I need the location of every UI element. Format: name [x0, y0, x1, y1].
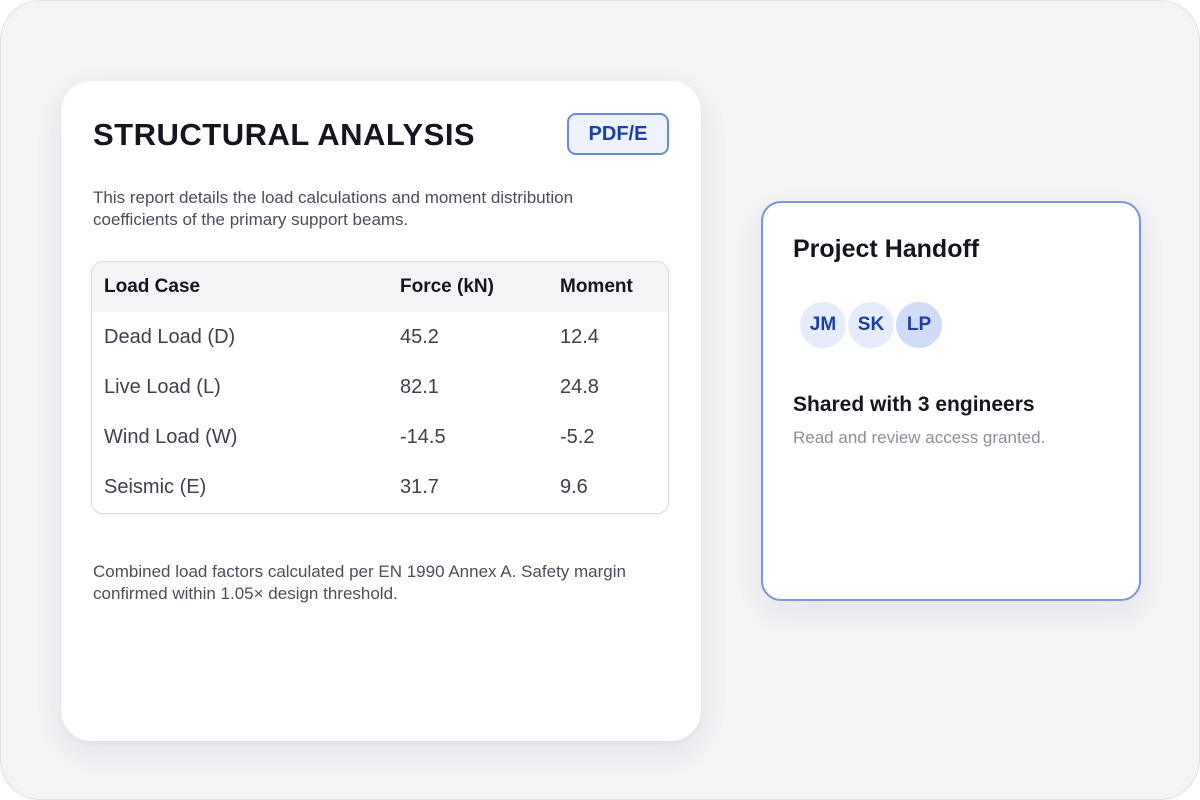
report-footer-note: Combined load factors calculated per EN … — [93, 562, 626, 603]
force-cell: 31.7 — [400, 475, 439, 498]
share-subtext: Read and review access granted. — [793, 428, 1046, 447]
column-header-moment: Moment — [548, 262, 668, 312]
load-case-cell: Dead Load (D) — [104, 325, 236, 348]
load-table: Load Case Force (kN) Moment Dead Load (D… — [91, 261, 669, 514]
report-title: STRUCTURAL ANALYSIS — [93, 117, 476, 152]
report-description: This report details the load calculation… — [93, 188, 574, 229]
force-cell: -14.5 — [400, 425, 446, 448]
handoff-title: Project Handoff — [793, 235, 980, 263]
force-cell: 82.1 — [400, 375, 439, 398]
project-handoff-card[interactable]: Project Handoff JM SK LP Shared with 3 e… — [761, 201, 1141, 601]
share-heading: Shared with 3 engineers — [793, 393, 1035, 416]
column-header-force: Force (kN) — [388, 262, 548, 312]
report-card: STRUCTURAL ANALYSIS PDF/E This report de… — [61, 81, 701, 741]
force-cell: 45.2 — [400, 325, 439, 348]
moment-cell: 24.8 — [560, 375, 599, 398]
table-header-row: Load Case Force (kN) Moment — [92, 262, 668, 312]
moment-cell: 12.4 — [560, 325, 599, 348]
load-case-cell: Wind Load (W) — [104, 425, 238, 448]
table-row: Seismic (E) 31.7 9.6 — [92, 462, 668, 512]
format-badge[interactable]: PDF/E — [567, 113, 669, 155]
table-row: Dead Load (D) 45.2 12.4 — [92, 312, 668, 362]
column-header-load-case: Load Case — [92, 262, 388, 312]
avatar[interactable]: SK — [845, 299, 897, 351]
avatar[interactable]: LP — [893, 299, 945, 351]
load-case-cell: Live Load (L) — [104, 375, 221, 398]
table-row: Live Load (L) 82.1 24.8 — [92, 362, 668, 412]
moment-cell: -5.2 — [560, 425, 595, 448]
load-case-cell: Seismic (E) — [104, 475, 207, 498]
table-row: Wind Load (W) -14.5 -5.2 — [92, 412, 668, 462]
moment-cell: 9.6 — [560, 475, 588, 498]
avatar[interactable]: JM — [797, 299, 849, 351]
